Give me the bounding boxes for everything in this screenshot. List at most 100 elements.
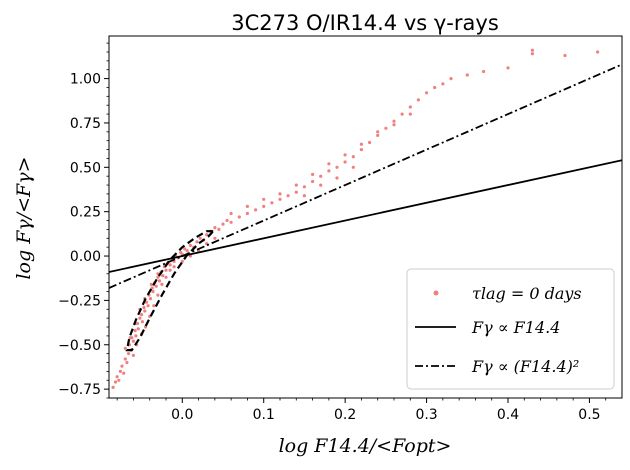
data-point-79 bbox=[400, 112, 404, 116]
data-point-5 bbox=[120, 364, 124, 368]
data-point-88 bbox=[506, 66, 510, 70]
legend-square-label: Fγ ∝ (F14.4)² bbox=[471, 357, 579, 376]
data-point-114 bbox=[149, 282, 153, 286]
y-axis-ticks: −0.75 −0.50 −0.25 0.00 0.25 0.50 0.75 1.00 bbox=[58, 42, 109, 399]
data-point-34 bbox=[161, 274, 165, 278]
data-point-54 bbox=[213, 226, 217, 230]
data-point-65 bbox=[286, 194, 290, 198]
data-point-85 bbox=[449, 77, 453, 81]
y-tick-label-4: 0.25 bbox=[70, 205, 101, 221]
data-point-28 bbox=[151, 289, 155, 294]
confidence-contour bbox=[125, 230, 215, 352]
chart-title: 3C273 O/IR14.4 vs γ-rays bbox=[231, 11, 499, 35]
data-point-128 bbox=[408, 112, 412, 116]
data-point-13 bbox=[131, 339, 135, 343]
data-point-59 bbox=[237, 215, 241, 219]
data-point-130 bbox=[319, 183, 323, 187]
plot-area bbox=[109, 48, 622, 389]
data-point-132 bbox=[351, 165, 355, 169]
data-point-75 bbox=[368, 140, 372, 145]
legend-linear-label: Fγ ∝ F14.4 bbox=[471, 318, 560, 337]
data-point-110 bbox=[128, 336, 132, 340]
data-point-92 bbox=[596, 50, 600, 54]
data-point-90 bbox=[530, 52, 535, 56]
data-point-20 bbox=[140, 320, 144, 324]
data-point-98 bbox=[152, 304, 156, 308]
data-point-77 bbox=[384, 126, 388, 130]
data-point-117 bbox=[229, 211, 233, 216]
data-point-64 bbox=[278, 197, 282, 201]
x-tick-label-4: 0.4 bbox=[497, 407, 519, 423]
data-point-100 bbox=[160, 282, 164, 286]
data-point-123 bbox=[327, 162, 331, 166]
data-point-63 bbox=[270, 201, 274, 205]
data-point-62 bbox=[262, 204, 266, 208]
data-point-108 bbox=[213, 236, 217, 240]
legend-box bbox=[406, 268, 615, 390]
data-point-78 bbox=[392, 119, 396, 123]
data-point-60 bbox=[245, 211, 249, 216]
data-point-68 bbox=[311, 179, 315, 184]
data-point-56 bbox=[221, 222, 225, 226]
data-point-22 bbox=[143, 309, 147, 313]
x-axis-label: log F14.4/<Fopt> bbox=[279, 435, 452, 457]
data-point-57 bbox=[225, 218, 229, 223]
data-point-131 bbox=[335, 176, 339, 180]
data-point-15 bbox=[134, 334, 138, 338]
data-point-118 bbox=[245, 204, 249, 208]
data-point-52 bbox=[205, 233, 209, 237]
data-point-45 bbox=[183, 247, 187, 251]
y-tick-label-1: −0.50 bbox=[58, 338, 101, 354]
data-point-46 bbox=[185, 249, 189, 253]
data-point-86 bbox=[465, 73, 469, 77]
data-point-91 bbox=[563, 53, 567, 58]
x-tick-label-1: 0.1 bbox=[253, 407, 275, 423]
data-point-101 bbox=[164, 275, 168, 279]
y-tick-label-5: 0.50 bbox=[70, 160, 101, 176]
data-point-120 bbox=[278, 192, 282, 196]
data-point-18 bbox=[138, 316, 142, 320]
data-point-24 bbox=[146, 304, 150, 308]
data-point-16 bbox=[135, 321, 140, 326]
data-point-80 bbox=[408, 105, 412, 109]
data-point-102 bbox=[168, 268, 172, 272]
data-point-27 bbox=[150, 286, 154, 290]
y-axis-label: log Fγ/<Fγ> bbox=[13, 156, 35, 279]
data-point-87 bbox=[482, 69, 486, 74]
data-point-26 bbox=[148, 297, 153, 301]
data-point-99 bbox=[156, 293, 160, 297]
data-point-122 bbox=[311, 172, 315, 176]
data-point-50 bbox=[198, 236, 202, 240]
data-point-3 bbox=[117, 378, 121, 382]
scatter-series bbox=[111, 48, 600, 389]
data-point-47 bbox=[188, 243, 192, 247]
data-point-2 bbox=[115, 375, 119, 379]
data-point-69 bbox=[319, 174, 323, 178]
x-axis-ticks: 0.0 0.1 0.2 0.3 0.4 0.5 bbox=[116, 398, 607, 423]
x-tick-label-5: 0.5 bbox=[578, 407, 600, 423]
y-tick-label-0: −0.75 bbox=[58, 382, 101, 398]
data-point-125 bbox=[359, 142, 363, 146]
data-point-124 bbox=[343, 153, 347, 157]
data-point-6 bbox=[122, 371, 126, 375]
x-tick-label-2: 0.2 bbox=[334, 407, 356, 423]
data-point-74 bbox=[359, 148, 363, 152]
fit-lines bbox=[109, 63, 622, 352]
y-tick-label-2: −0.25 bbox=[58, 293, 101, 309]
data-point-66 bbox=[294, 190, 298, 194]
data-point-121 bbox=[294, 183, 298, 187]
x-tick-label-0: 0.0 bbox=[171, 407, 193, 423]
data-point-70 bbox=[327, 169, 331, 173]
data-point-109 bbox=[123, 346, 127, 350]
data-point-58 bbox=[229, 220, 233, 224]
legend: τlag = 0 days Fγ ∝ F14.4 Fγ ∝ (F14.4)² bbox=[406, 268, 615, 390]
data-point-38 bbox=[168, 263, 172, 267]
data-point-93 bbox=[131, 353, 135, 357]
data-point-89 bbox=[530, 48, 535, 52]
data-point-119 bbox=[262, 197, 266, 201]
data-point-67 bbox=[302, 185, 306, 189]
data-point-36 bbox=[164, 268, 168, 272]
data-point-30 bbox=[154, 284, 158, 288]
data-point-0 bbox=[111, 385, 115, 389]
